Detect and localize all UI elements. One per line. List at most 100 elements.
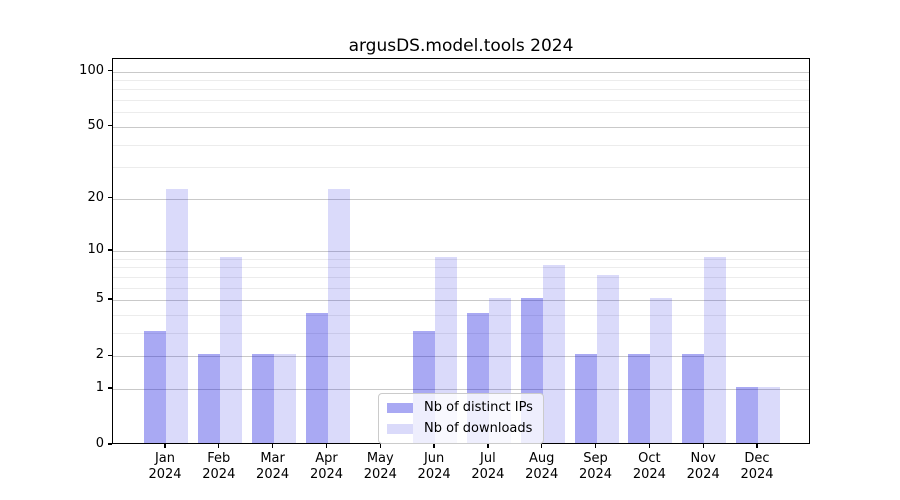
- minor-gridline-8: [113, 267, 809, 269]
- bar-downloads-sep: [596, 274, 619, 443]
- x-tick-month: Dec: [744, 451, 770, 466]
- x-tick-month: Mar: [260, 451, 285, 466]
- minor-gridline-4: [113, 314, 809, 316]
- x-tick-month: Sep: [583, 451, 608, 466]
- x-tick-mark-aug: [541, 444, 543, 448]
- x-tick-year: 2024: [202, 467, 236, 482]
- x-tick-month: Oct: [638, 451, 661, 466]
- x-tick-year: 2024: [525, 467, 559, 482]
- legend-item-distinct-ips: Nb of distinct IPs: [387, 399, 533, 416]
- minor-gridline-40: [113, 144, 809, 146]
- legend-label-downloads: Nb of downloads: [424, 421, 533, 436]
- x-tick-label-nov: Nov 2024: [673, 451, 733, 483]
- x-tick-mark-jul: [487, 444, 489, 448]
- major-gridline-50: [113, 126, 809, 128]
- minor-gridline-30: [113, 167, 809, 169]
- y-tick-mark-1: [108, 387, 112, 389]
- y-tick-mark-20: [108, 197, 112, 199]
- x-tick-label-may: May 2024: [350, 451, 410, 483]
- x-tick-mark-oct: [648, 444, 650, 448]
- x-tick-mark-sep: [594, 444, 597, 448]
- minor-gridline-70: [113, 100, 809, 102]
- x-tick-year: 2024: [471, 467, 505, 482]
- x-tick-mark-dec: [756, 444, 758, 448]
- bar-downloads-feb: [219, 256, 242, 443]
- y-tick-label-2: 2: [95, 347, 104, 363]
- x-tick-year: 2024: [309, 467, 344, 482]
- y-tick-label-10: 10: [87, 242, 104, 257]
- bar-downloads-jan: [166, 189, 188, 443]
- y-tick-label-50: 50: [87, 117, 104, 133]
- bar-distinct-ips-jan: [144, 330, 166, 443]
- x-tick-month: Jun: [423, 451, 445, 466]
- x-tick-month: Jan: [154, 451, 176, 466]
- x-tick-year: 2024: [578, 467, 613, 482]
- y-tick-label-5: 5: [95, 291, 104, 306]
- bar-downloads-mar: [273, 354, 296, 443]
- x-tick-month: Aug: [528, 451, 555, 466]
- major-gridline-100: [113, 71, 809, 73]
- minor-gridline-6: [113, 287, 809, 289]
- bar-distinct-ips-mar: [251, 354, 274, 443]
- x-tick-year: 2024: [148, 467, 182, 482]
- plot-area: [112, 58, 810, 444]
- x-tick-mark-feb: [218, 444, 220, 448]
- minor-gridline-90: [113, 80, 809, 81]
- bar-distinct-ips-nov: [682, 354, 705, 443]
- minor-gridline-60: [113, 112, 809, 114]
- minor-gridline-7: [113, 276, 809, 278]
- y-tick-label-1: 1: [95, 379, 104, 395]
- minor-gridline-3: [113, 332, 809, 334]
- y-tick-mark-100: [108, 69, 112, 72]
- x-tick-label-feb: Feb 2024: [189, 451, 249, 483]
- bar-distinct-ips-feb: [197, 354, 220, 443]
- bar-distinct-ips-oct: [628, 354, 651, 443]
- x-tick-label-sep: Sep 2024: [566, 451, 626, 483]
- x-tick-label-dec: Dec 2024: [727, 451, 787, 483]
- x-tick-mark-may: [379, 444, 381, 448]
- legend: Nb of distinct IPs Nb of downloads: [378, 393, 544, 444]
- y-tick-mark-10: [108, 249, 112, 251]
- bar-distinct-ips-dec: [736, 386, 758, 443]
- x-tick-year: 2024: [417, 467, 451, 482]
- bar-downloads-nov: [704, 256, 727, 443]
- y-tick-mark-2: [108, 354, 112, 356]
- bar-downloads-aug: [542, 265, 565, 443]
- x-tick-label-apr: Apr 2024: [297, 451, 357, 483]
- y-tick-label-100: 100: [79, 62, 104, 78]
- x-tick-mark-nov: [702, 444, 704, 448]
- x-tick-mark-jan: [164, 444, 166, 448]
- x-tick-month: Nov: [690, 451, 716, 466]
- legend-item-downloads: Nb of downloads: [387, 420, 533, 437]
- x-tick-label-jul: Jul 2024: [458, 451, 518, 483]
- major-gridline-1: [113, 388, 809, 390]
- major-gridline-2: [113, 356, 809, 358]
- x-tick-month: Jul: [480, 451, 496, 466]
- bar-downloads-oct: [650, 298, 673, 443]
- x-tick-mark-mar: [272, 444, 274, 448]
- x-tick-label-mar: Mar 2024: [243, 451, 303, 483]
- y-tick-label-0: 0: [95, 436, 104, 451]
- legend-swatch-downloads: [387, 423, 413, 434]
- legend-swatch-distinct-ips: [387, 402, 413, 413]
- bar-distinct-ips-sep: [574, 354, 597, 443]
- major-gridline-20: [113, 198, 809, 200]
- minor-gridline-80: [113, 89, 809, 91]
- minor-gridline-9: [113, 258, 809, 260]
- x-tick-month: Feb: [207, 451, 231, 466]
- x-tick-month: Apr: [315, 451, 338, 466]
- x-tick-mark-jun: [433, 444, 435, 448]
- y-tick-mark-50: [108, 125, 112, 127]
- x-tick-year: 2024: [686, 467, 720, 482]
- y-tick-mark-5: [108, 298, 112, 300]
- major-gridline-10: [113, 251, 809, 252]
- x-tick-label-jan: Jan 2024: [135, 451, 195, 483]
- x-tick-month: May: [366, 451, 394, 466]
- x-tick-label-jun: Jun 2024: [404, 451, 464, 483]
- x-tick-mark-apr: [325, 444, 328, 448]
- x-tick-label-aug: Aug 2024: [512, 451, 572, 483]
- chart-title: argusDS.model.tools 2024: [348, 36, 574, 56]
- major-gridline-5: [113, 300, 809, 301]
- y-tick-label-20: 20: [87, 189, 104, 205]
